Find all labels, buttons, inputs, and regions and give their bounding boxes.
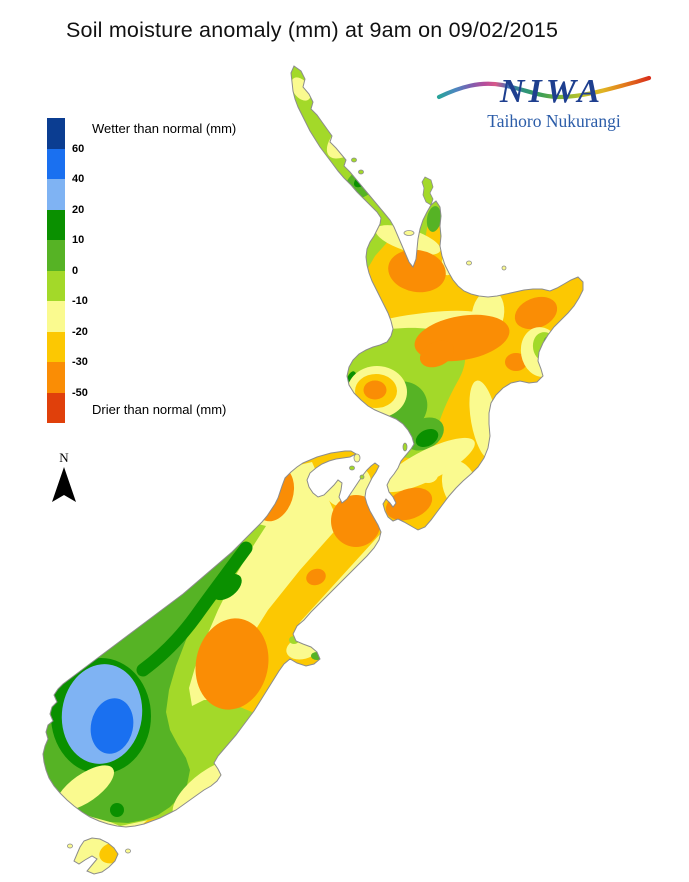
legend-swatch-3 xyxy=(47,209,65,240)
st-gold-patch xyxy=(99,842,118,864)
si-south-darkgreen-dot xyxy=(110,803,124,817)
ni-coromandel-midgreen xyxy=(426,206,442,232)
legend-swatch-0 xyxy=(47,118,65,149)
north-island-coastline xyxy=(290,65,584,531)
kapiti-island xyxy=(402,442,408,452)
legend-tick--10: -10 xyxy=(72,295,88,307)
legend-swatch-9 xyxy=(47,392,65,423)
legend-tick-labels: 60 40 20 10 0 -10 -20 -30 -50 xyxy=(72,118,112,423)
great-barrier-island xyxy=(421,176,434,206)
compass-n-label: N xyxy=(59,450,69,465)
si-darkgreen-band xyxy=(136,541,253,677)
white-island xyxy=(501,265,507,271)
ni-wellington-orange xyxy=(385,487,433,521)
north-compass: N xyxy=(46,450,86,510)
ni-south-paleyellow-band xyxy=(381,437,475,493)
legend-tick-60: 60 xyxy=(72,142,85,155)
legend-swatch-7 xyxy=(47,331,65,362)
legend-drier-label: Drier than normal (mm) xyxy=(92,402,227,417)
page-title: Soil moisture anomaly (mm) at 9am on 09/… xyxy=(66,18,559,42)
niwa-logo: NIWA Taihoro Nukurangi xyxy=(436,73,652,131)
legend-swatch-5 xyxy=(47,270,65,301)
niwa-wave-icon xyxy=(436,75,652,100)
si-fiordland-blue-core xyxy=(90,698,134,754)
ruapuke-islet xyxy=(125,848,131,854)
stewart-island-coastline xyxy=(73,837,119,875)
legend-tick--30: -30 xyxy=(72,356,88,368)
durville-island xyxy=(353,453,361,463)
legend-swatch-2 xyxy=(47,179,65,210)
ni-palliser-paleyellow xyxy=(418,467,438,483)
ni-taranaki-orange-core xyxy=(363,380,387,400)
stewart-island xyxy=(74,838,118,874)
ni-waikato-orange xyxy=(388,249,446,293)
legend-swatch-4 xyxy=(47,240,65,271)
ni-tararua-darkgreen xyxy=(415,428,439,448)
legend-swatch-1 xyxy=(47,148,65,179)
legend-swatch-8 xyxy=(47,362,65,393)
legend-tick--50: -50 xyxy=(72,386,88,399)
si-cloudybay-orange xyxy=(331,495,381,547)
north-arrow-icon xyxy=(52,467,76,502)
codfish-islet xyxy=(67,843,73,849)
sounds-islet-1 xyxy=(349,465,355,471)
bay-of-islands-islet-2 xyxy=(358,169,364,175)
si-otago-orange xyxy=(195,618,269,710)
legend-tick-20: 20 xyxy=(72,203,85,216)
si-southwest-paleyellow xyxy=(56,765,114,811)
bay-of-islands-islet-1 xyxy=(351,157,357,163)
south-island-coastline xyxy=(42,450,382,828)
legend-wetter-label: Wetter than normal (mm) xyxy=(92,121,237,136)
waiheke-island xyxy=(403,230,415,236)
ni-hawkesbay-orange-spot xyxy=(505,353,527,371)
legend-swatch-6 xyxy=(47,301,65,332)
legend-tick--20: -20 xyxy=(72,325,88,338)
niwa-subtitle: Taihoro Nukurangi xyxy=(487,111,621,131)
legend-tick-0: 0 xyxy=(72,264,79,277)
niwa-wordmark: NIWA xyxy=(499,73,604,110)
offshore-islands xyxy=(67,157,507,854)
mayor-island xyxy=(466,260,472,266)
ni-central-orange-lobe xyxy=(419,340,455,368)
ni-gisborne-midgreen-dot xyxy=(543,336,553,348)
si-kaikoura-orange-spot xyxy=(306,568,326,586)
ni-gisborne-inland-orange xyxy=(514,296,558,330)
legend-tick-40: 40 xyxy=(72,173,85,185)
legend-colorbar xyxy=(47,118,65,423)
sounds-islet-2 xyxy=(359,474,365,480)
legend-tick-10: 10 xyxy=(72,234,85,246)
